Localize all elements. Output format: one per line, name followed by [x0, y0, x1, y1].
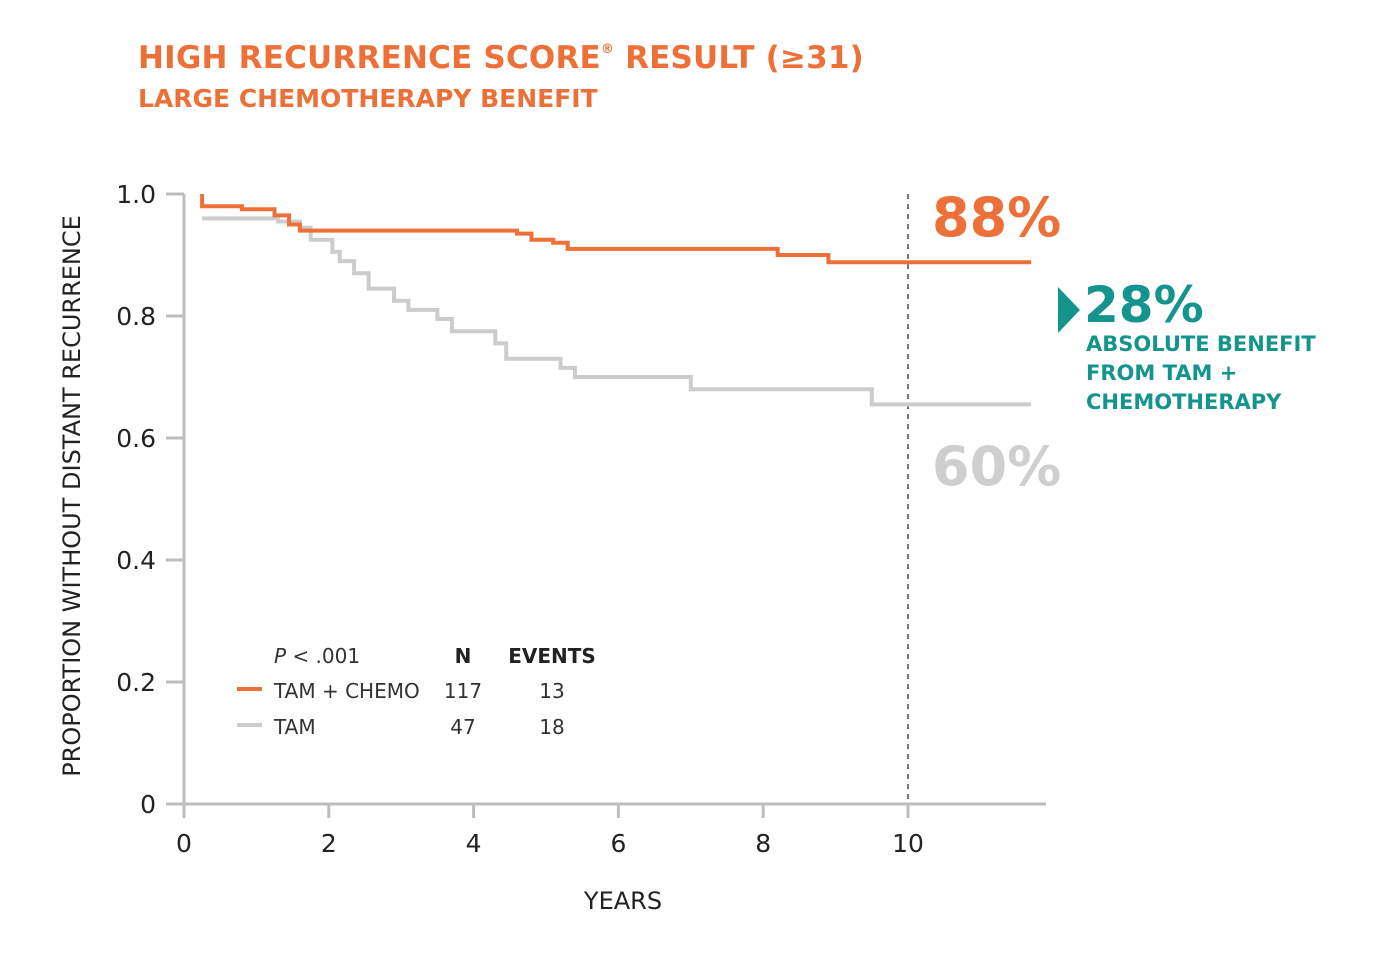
y-tick-label: 0.8: [116, 302, 156, 331]
legend-label-chemo: TAM + CHEMO: [273, 679, 420, 703]
y-axis-title: PROPORTION WITHOUT DISTANT RECURRENCE: [58, 215, 86, 777]
p-value-rest: < .001: [286, 644, 360, 668]
x-tick-label: 4: [466, 829, 482, 858]
chart-subtitle: LARGE CHEMOTHERAPY BENEFIT: [138, 84, 598, 113]
benefit-percent-label: 28%: [1084, 276, 1204, 334]
chemo-percent-label: 88%: [932, 186, 1061, 249]
p-letter: P: [274, 644, 287, 668]
chart-title: HIGH RECURRENCE SCORE® RESULT (≥31): [138, 40, 864, 76]
y-ticks: 0 0.2 0.4 0.6 0.8 1.0: [116, 180, 184, 819]
y-tick-label: 0.2: [116, 668, 156, 697]
legend: P < .001 N EVENTS TAM + CHEMO 117 13 TAM…: [237, 644, 596, 739]
tam-percent-label: 60%: [932, 435, 1061, 498]
series-group: [200, 194, 1032, 804]
legend-n-chemo: 117: [444, 679, 482, 703]
y-tick-label: 0.6: [116, 424, 156, 453]
x-tick-label: 10: [892, 829, 924, 858]
registered-mark: ®: [600, 41, 615, 57]
series-line-tam: [202, 216, 1032, 407]
y-tick-label: 0.4: [116, 546, 156, 575]
x-ticks: 0 2 4 6 8 10: [176, 804, 924, 858]
legend-label-tam: TAM: [273, 715, 316, 739]
chart-title-main: HIGH RECURRENCE SCORE: [138, 40, 601, 76]
legend-col-n: N: [455, 644, 472, 668]
legend-events-chemo: 13: [539, 679, 564, 703]
benefit-arrow-icon: [1058, 287, 1080, 333]
x-tick-label: 8: [755, 829, 771, 858]
benefit-line-3: CHEMOTHERAPY: [1086, 390, 1282, 414]
x-tick-label: 6: [610, 829, 626, 858]
legend-p-value: P < .001: [274, 644, 360, 668]
legend-n-tam: 47: [450, 715, 475, 739]
x-axis-title: YEARS: [583, 887, 662, 915]
y-tick-label: 1.0: [116, 180, 156, 209]
series-line-tam-chemo: [200, 194, 1032, 265]
y-tick-label: 0: [140, 790, 156, 819]
x-tick-label: 2: [321, 829, 337, 858]
axes: [182, 194, 1046, 806]
legend-events-tam: 18: [539, 715, 564, 739]
benefit-line-1: ABSOLUTE BENEFIT: [1086, 332, 1316, 356]
legend-col-events: EVENTS: [508, 644, 596, 668]
x-tick-label: 0: [176, 829, 192, 858]
chart-title-tail: RESULT (≥31): [614, 40, 865, 76]
benefit-line-2: FROM TAM +: [1086, 361, 1237, 385]
